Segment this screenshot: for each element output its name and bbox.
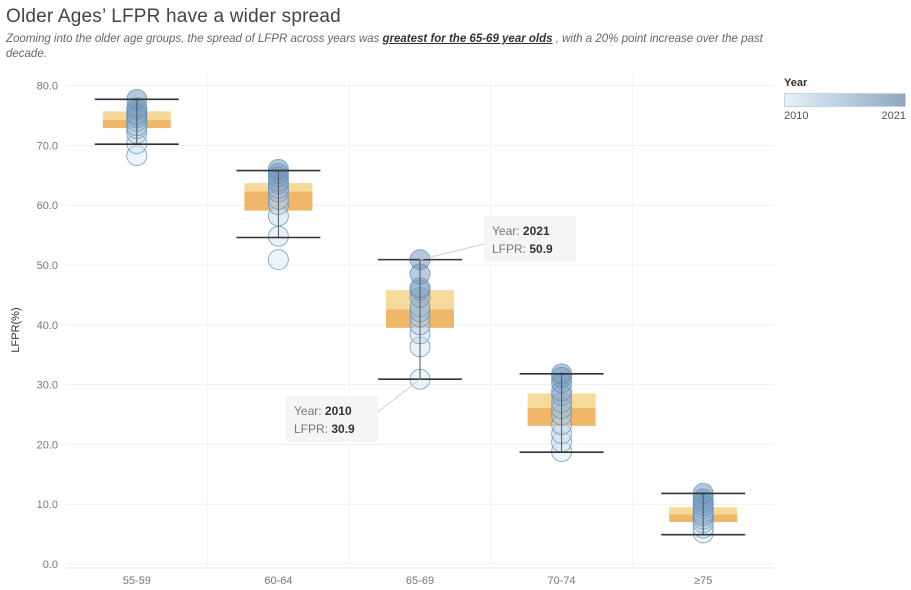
- y-axis-label: LFPR(%): [10, 307, 22, 352]
- tooltip-annotation-2021: Year: 2021 LFPR: 50.9: [419, 216, 576, 262]
- x-tick-label: 70-74: [548, 575, 576, 587]
- annotation-year-label: Year:: [294, 404, 325, 418]
- subtitle-text-end: , with a 20% point increase over the pas…: [6, 33, 763, 60]
- subtitle-emphasis: greatest for the 65-69 year olds: [382, 33, 553, 45]
- annotation-box: [286, 396, 378, 442]
- annotation-year-value: 2010: [325, 404, 352, 418]
- subtitle-text: Zooming into the older age groups, the s…: [6, 33, 383, 45]
- tooltip-annotation-2010: Year: 2010 LFPR: 30.9: [286, 378, 421, 442]
- box-group-65-69: [378, 249, 462, 390]
- chart-title: Older Ages’ LFPR have a wider spread: [6, 6, 341, 27]
- annotation-value: 30.9: [331, 422, 355, 436]
- y-tick-label: 50.0: [37, 260, 58, 272]
- box-group-55-59: [94, 88, 179, 167]
- box-group-≥75: [661, 482, 746, 544]
- box-group-70-74: [519, 363, 604, 463]
- y-tick-label: 30.0: [37, 380, 58, 392]
- y-tick-label: 40.0: [37, 320, 58, 332]
- legend-labels: 2010 2021: [784, 110, 906, 122]
- annotation-leader: [377, 378, 421, 413]
- annotation-value-line: LFPR: 30.9: [294, 422, 355, 436]
- data-point: [267, 249, 289, 271]
- annotation-value-label: LFPR:: [294, 422, 331, 436]
- gridlines: 0.0 10.0 20.0 30.0 40.0 50.0 60.0 70.0 80.0: [37, 74, 774, 571]
- y-tick-label: 70.0: [37, 140, 58, 152]
- y-tick-label: 10.0: [37, 499, 58, 511]
- y-tick-label: 80.0: [37, 81, 58, 93]
- annotation-year-line: Year: 2010: [294, 404, 352, 418]
- annotation-value-label: LFPR:: [492, 242, 529, 256]
- x-tick-label: ≥75: [694, 575, 712, 587]
- year-color-legend[interactable]: Year 2010 2021: [784, 77, 908, 122]
- annotation-year-label: Year:: [492, 224, 523, 238]
- x-tick-label: 60-64: [264, 575, 292, 587]
- annotation-value: 50.9: [529, 242, 553, 256]
- y-tick-label: 20.0: [37, 439, 58, 451]
- y-tick-label: 0.0: [43, 559, 58, 571]
- annotation-value-line: LFPR: 50.9: [492, 242, 553, 256]
- annotation-year-value: 2021: [523, 224, 550, 238]
- box-group-60-64: [236, 158, 321, 271]
- legend-title: Year: [784, 77, 808, 89]
- chart-subtitle: Zooming into the older age groups, the s…: [6, 32, 776, 62]
- legend-min-label: 2010: [784, 110, 809, 122]
- annotation-leader: [419, 243, 485, 261]
- annotation-box: [484, 216, 576, 262]
- x-tick-label: 65-69: [406, 575, 434, 587]
- legend-gradient-bar: [784, 93, 906, 107]
- annotation-year-line: Year: 2021: [492, 224, 550, 238]
- legend-max-label: 2021: [881, 110, 906, 122]
- y-tick-label: 60.0: [37, 200, 58, 212]
- x-tick-label: 55-59: [123, 575, 151, 587]
